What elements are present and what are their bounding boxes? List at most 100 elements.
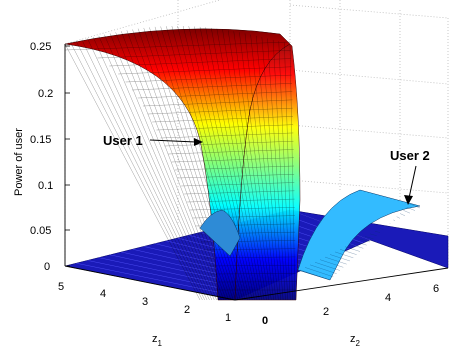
mesh-line	[364, 236, 374, 240]
z-tick-4: 0.2	[38, 88, 53, 100]
axes-lines	[64, 44, 449, 301]
mesh-line	[181, 182, 295, 187]
mesh-line	[205, 27, 260, 301]
mesh-line	[137, 28, 232, 301]
mesh-line	[76, 41, 205, 301]
mesh-line	[379, 228, 384, 230]
mesh-line	[406, 207, 416, 211]
mesh-line	[304, 267, 334, 277]
z-tick-0: 0	[44, 261, 50, 273]
z2-tick-6: 6	[433, 283, 439, 295]
mesh-line	[267, 38, 286, 301]
mesh-line	[409, 203, 421, 209]
mesh-line	[92, 37, 213, 301]
mesh-line	[184, 190, 295, 195]
z2-ticks: 0 2 4 6	[262, 283, 439, 327]
mesh-line	[299, 269, 331, 281]
mesh-line	[167, 149, 294, 155]
z1-tick-3: 3	[142, 296, 148, 308]
mesh-line	[174, 165, 294, 171]
mesh-line	[115, 32, 222, 301]
mesh-line	[194, 26, 255, 301]
mesh-line	[87, 38, 210, 301]
mesh-line	[359, 238, 371, 243]
mesh-line	[203, 248, 296, 251]
mesh-line	[154, 26, 239, 301]
mesh-line	[314, 262, 341, 271]
mesh-line	[187, 198, 295, 203]
mesh-line	[76, 263, 242, 298]
mesh-line	[250, 34, 279, 301]
mesh-line	[164, 141, 294, 147]
z2-tick-2: 2	[323, 306, 329, 318]
mesh-line	[205, 256, 296, 259]
arrow-user2	[404, 165, 417, 205]
mesh-line	[211, 27, 262, 301]
z-tick-marks	[65, 45, 70, 267]
mesh-line	[126, 30, 227, 301]
mesh-line	[309, 264, 337, 274]
mesh-line	[121, 31, 224, 301]
mesh-line	[171, 26, 246, 301]
svg-text:z2: z2	[350, 333, 361, 348]
z1-tick-1: 1	[225, 312, 231, 324]
mesh-line	[152, 116, 293, 123]
mesh-line	[109, 58, 292, 67]
mesh-line	[118, 66, 292, 75]
mesh-line	[156, 124, 294, 131]
mesh-line	[256, 35, 281, 301]
mesh-line	[374, 231, 381, 233]
mesh-line	[199, 26, 258, 301]
mesh-line	[143, 27, 234, 301]
z-tick-2: 0.1	[38, 180, 53, 192]
mesh-line	[216, 28, 265, 301]
mesh-line	[324, 256, 347, 265]
mesh-line	[344, 246, 361, 252]
annotation-user2: User 2	[390, 148, 430, 163]
mesh-line	[261, 37, 284, 301]
user1-mesh	[64, 25, 296, 301]
mesh-line	[393, 219, 396, 222]
mesh-line	[171, 157, 294, 163]
z1-ticks: 5 4 3 2 1	[58, 281, 231, 324]
user2-surface	[199, 189, 421, 281]
mesh-line	[227, 30, 270, 301]
mesh-line	[222, 29, 267, 301]
mesh-line	[137, 91, 293, 99]
mesh-line	[349, 243, 364, 249]
mesh-line	[109, 33, 220, 301]
mesh-line	[339, 249, 357, 255]
mesh-line	[64, 43, 201, 301]
mesh-line	[142, 99, 293, 107]
z-tick-3: 0.15	[30, 134, 51, 146]
mesh-line	[289, 43, 296, 301]
mesh-line	[399, 213, 406, 216]
svg-text:z1: z1	[152, 333, 163, 348]
z-tick-1: 0.05	[30, 225, 51, 237]
arrow-user1	[149, 138, 203, 146]
mesh-line	[177, 25, 248, 301]
mesh-line	[210, 273, 296, 275]
mesh-line	[319, 259, 344, 268]
z1-tick-4: 4	[100, 288, 106, 300]
mesh-line	[160, 132, 294, 139]
mesh-line	[64, 41, 291, 51]
mesh-line	[396, 216, 401, 219]
z1-tick-2: 2	[184, 304, 190, 316]
z2-tick-4: 4	[385, 292, 391, 304]
mesh-line	[98, 35, 215, 301]
z1-tick-5: 5	[58, 281, 64, 293]
mesh-line	[81, 39, 208, 301]
mesh-line	[160, 26, 241, 301]
mesh-line	[369, 233, 377, 236]
mesh-line	[178, 174, 295, 179]
mesh-line	[272, 39, 289, 301]
z-axis-label: Power of user	[13, 128, 25, 196]
mesh-line	[354, 241, 367, 246]
annotation-user1: User 1	[103, 133, 143, 148]
mesh-line	[132, 29, 229, 301]
z-ticks: 0 0.05 0.1 0.15 0.2 0.25	[30, 41, 53, 273]
z-tick-5: 0.25	[30, 41, 51, 53]
mesh-line	[131, 83, 293, 91]
